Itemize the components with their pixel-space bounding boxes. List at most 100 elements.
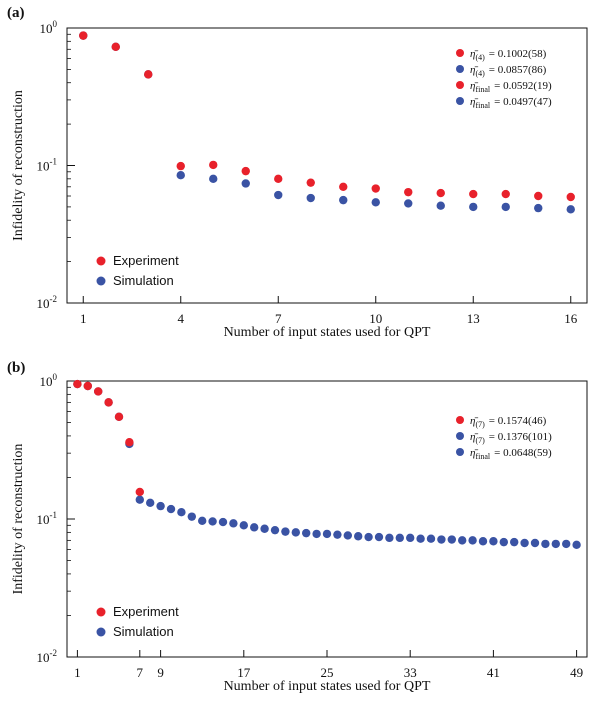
simulation-point xyxy=(166,504,176,514)
experiment-point xyxy=(111,42,120,51)
legend-label-experiment: Experiment xyxy=(113,604,179,619)
simulation-point xyxy=(312,529,321,539)
annotation-text: η̄final = 0.0497(47) xyxy=(470,96,552,110)
simulation-point xyxy=(416,534,425,543)
x-tick-label: 16 xyxy=(564,311,578,326)
y-tick-label: 10-1 xyxy=(37,157,58,174)
annotation-marker xyxy=(456,97,464,105)
simulation-point xyxy=(406,533,415,543)
y-tick-label: 10-2 xyxy=(37,648,58,665)
annotation-text: η̄final = 0.0592(19) xyxy=(470,80,552,94)
annotation-text: η̄final = 0.0648(59) xyxy=(470,447,552,461)
experiment-point xyxy=(114,412,124,422)
simulation-point xyxy=(364,532,373,542)
simulation-point xyxy=(562,539,571,549)
simulation-point xyxy=(385,533,394,543)
experiment-point xyxy=(94,387,103,396)
simulation-point xyxy=(218,517,228,527)
simulation-point xyxy=(501,202,510,212)
simulation-point xyxy=(260,524,269,533)
simulation-point xyxy=(354,532,363,541)
simulation-point xyxy=(436,201,445,210)
simulation-point xyxy=(404,199,413,208)
x-tick-label: 33 xyxy=(404,665,417,680)
annotation-text: η̄(4) = 0.0857(86) xyxy=(470,64,547,78)
experiment-point xyxy=(135,487,144,497)
legend-label-simulation: Simulation xyxy=(113,273,174,288)
x-tick-label: 7 xyxy=(137,665,144,680)
legend-marker-simulation xyxy=(96,276,106,286)
simulation-point xyxy=(534,203,543,213)
simulation-point xyxy=(250,523,259,532)
annotation-marker xyxy=(456,416,464,424)
x-tick-label: 1 xyxy=(80,311,87,326)
simulation-point xyxy=(530,538,540,548)
experiment-point xyxy=(144,70,153,79)
simulation-point xyxy=(302,528,311,538)
annotation-text: η̄(7) = 0.1376(101) xyxy=(470,431,552,445)
simulation-point xyxy=(239,521,248,530)
simulation-point xyxy=(176,171,185,180)
experiment-point xyxy=(566,192,575,202)
y-tick-label: 10-1 xyxy=(37,510,58,527)
simulation-point xyxy=(510,537,519,547)
simulation-point xyxy=(478,537,488,546)
simulation-point xyxy=(177,508,186,517)
simulation-point xyxy=(333,530,342,539)
simulation-point xyxy=(343,531,352,540)
y-axis-label: Infidelity of reconstruction xyxy=(11,90,26,241)
experiment-point xyxy=(125,438,134,447)
series-simulation xyxy=(73,379,581,550)
simulation-point xyxy=(229,519,238,528)
x-tick-label: 7 xyxy=(275,311,282,326)
annotation-marker xyxy=(456,432,464,440)
y-tick-label: 100 xyxy=(40,372,58,389)
panel-label: (b) xyxy=(7,360,25,376)
x-axis-label: Number of input states used for QPT xyxy=(224,325,431,340)
simulation-point xyxy=(306,193,315,203)
simulation-point xyxy=(489,537,498,546)
simulation-point xyxy=(395,533,404,543)
experiment-point xyxy=(534,191,543,201)
legend-marker-experiment xyxy=(96,607,106,617)
experiment-point xyxy=(73,379,82,389)
x-tick-label: 13 xyxy=(467,311,480,326)
simulation-point xyxy=(209,174,218,184)
simulation-point xyxy=(339,195,348,205)
simulation-point xyxy=(551,539,560,549)
simulation-point xyxy=(541,539,550,549)
experiment-point xyxy=(79,31,88,40)
legend-marker-simulation xyxy=(96,627,106,637)
experiment-point xyxy=(404,187,413,197)
simulation-point xyxy=(270,525,280,535)
y-axis-label: Infidelity of reconstruction xyxy=(11,444,26,595)
experiment-point xyxy=(339,182,348,191)
experiment-point xyxy=(83,381,93,391)
simulation-point xyxy=(437,535,446,544)
y-tick-label: 10-2 xyxy=(37,294,58,311)
experiment-point xyxy=(104,398,113,407)
x-tick-label: 49 xyxy=(570,665,583,680)
legend-label-experiment: Experiment xyxy=(113,253,179,268)
x-tick-label: 4 xyxy=(178,311,185,326)
annotation-marker xyxy=(456,448,464,456)
x-tick-label: 1 xyxy=(74,665,81,680)
x-tick-label: 17 xyxy=(237,665,251,680)
simulation-point xyxy=(458,536,467,545)
simulation-point xyxy=(468,536,477,545)
simulation-point xyxy=(520,538,529,548)
simulation-point xyxy=(469,202,478,212)
legend-label-simulation: Simulation xyxy=(113,624,174,639)
series-experiment xyxy=(79,31,575,202)
simulation-point xyxy=(447,535,456,544)
annotation-marker xyxy=(456,81,464,89)
experiment-point xyxy=(241,166,250,176)
simulation-point xyxy=(566,205,575,214)
y-tick-label: 100 xyxy=(40,19,58,36)
simulation-point xyxy=(371,198,380,207)
panel-label: (a) xyxy=(7,5,25,21)
simulation-point xyxy=(187,512,196,521)
simulation-point xyxy=(241,179,250,188)
